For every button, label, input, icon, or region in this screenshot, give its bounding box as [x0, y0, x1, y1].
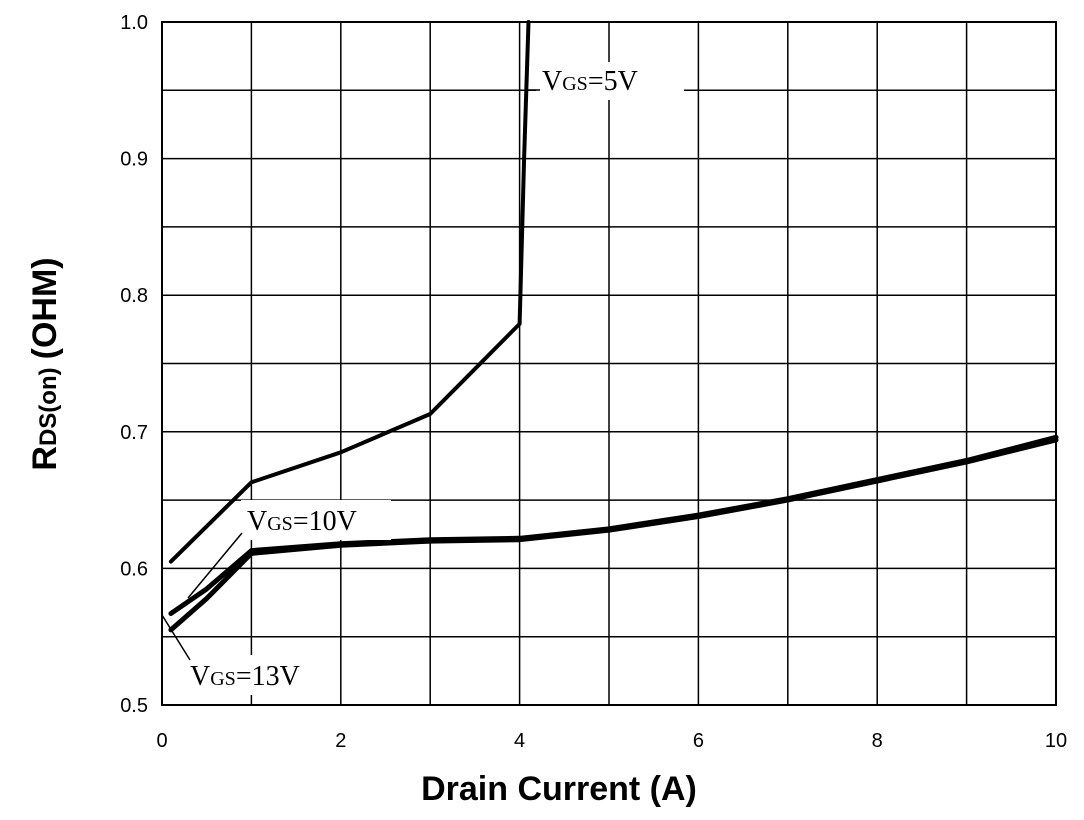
- plot-frame: [161, 21, 1057, 706]
- series-label-background: [184, 655, 332, 695]
- y-tick-label: 1.0: [120, 12, 148, 34]
- y-axis-title-unit: (OHM): [26, 257, 64, 359]
- x-tick-label: 8: [872, 730, 883, 752]
- y-axis-title-main: R: [26, 446, 64, 471]
- y-tick-label: 0.6: [120, 558, 148, 580]
- y-tick-label: 0.7: [120, 422, 148, 444]
- series-label-background: [536, 62, 684, 100]
- series-label-vgs-10v: VGS=10V: [247, 506, 357, 537]
- series-label-leader: [161, 614, 191, 661]
- series-label-background: [241, 500, 391, 540]
- x-axis-title: Drain Current (A): [421, 770, 697, 808]
- series-line-vgs-5v: [168, 20, 531, 564]
- x-tick-label: 4: [514, 730, 525, 752]
- series-line-vgs-13v: [168, 437, 1059, 633]
- y-tick-label: 0.8: [120, 285, 148, 307]
- series-label-vgs-5v: VGS=5V: [542, 66, 638, 97]
- x-tick-label: 2: [335, 730, 346, 752]
- x-tick-label: 6: [693, 730, 704, 752]
- x-tick-label: 0: [156, 730, 167, 752]
- series-label-leader: [187, 532, 243, 599]
- series-lines: [168, 20, 1059, 633]
- y-axis-title-sub: DS(on): [35, 367, 62, 446]
- x-tick-label: 10: [1045, 730, 1067, 752]
- y-axis-title: RDS(on) (OHM): [26, 257, 64, 470]
- series-labels: VGS=5V VGS=10V VGS=13V: [161, 62, 684, 695]
- series-label-vgs-13v: VGS=13V: [190, 661, 300, 692]
- tick-labels: 0 2 4 6 8 10 0.5 0.6 0.7 0.8 0.9 1.0: [120, 12, 1067, 752]
- y-tick-label: 0.9: [120, 149, 148, 171]
- y-tick-label: 0.5: [120, 695, 148, 717]
